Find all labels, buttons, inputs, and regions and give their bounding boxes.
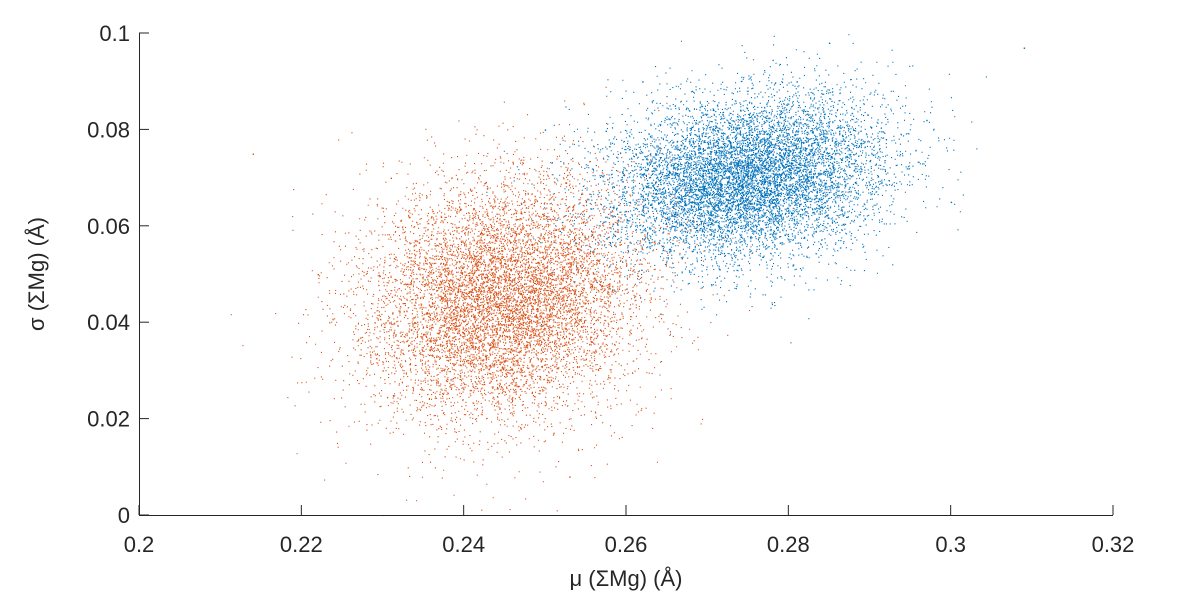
- series-2-point: [780, 129, 782, 131]
- series-2-point: [650, 187, 652, 189]
- series-1-point: [317, 274, 319, 276]
- series-2-point: [690, 158, 693, 160]
- series-1-point: [747, 201, 750, 204]
- series-2-point: [926, 119, 928, 122]
- series-2-point: [747, 177, 750, 179]
- x-axis-title: μ (ΣMg) (Å): [569, 566, 682, 591]
- series-2-point: [804, 196, 806, 199]
- series-1-point: [252, 153, 254, 155]
- series-1-point: [496, 380, 498, 382]
- series-2-point: [853, 163, 855, 165]
- series-1-point: [390, 177, 392, 179]
- x-tick-label: 0.28: [767, 532, 810, 557]
- series-2-point: [642, 81, 644, 83]
- ticks: 0.2 0.22 0.24 0.26 0.28 0.3 0.32 0 0.02 0.04 0.06 0…: [87, 21, 1134, 557]
- axes: [139, 33, 1113, 516]
- y-tick-label: 0.04: [87, 310, 130, 335]
- series-2-point: [674, 105, 677, 107]
- x-tick-label: 0.22: [280, 532, 323, 557]
- series-1-point: [561, 322, 563, 324]
- series-2-point: [828, 42, 831, 44]
- x-tick-label: 0.32: [1092, 532, 1135, 557]
- y-tick-label: 0: [118, 503, 130, 528]
- series-2-point: [609, 206, 612, 208]
- series-1-point: [504, 298, 506, 300]
- series-1-point: [406, 283, 409, 285]
- y-axis-title: σ (ΣMg) (Å): [24, 217, 49, 331]
- series-1-point: [666, 225, 668, 228]
- y-tick-label: 0.02: [87, 407, 130, 432]
- series-2-point: [544, 129, 547, 131]
- x-tick-label: 0.2: [124, 532, 155, 557]
- series-1-point-cloud: [230, 86, 753, 517]
- x-tick-label: 0.24: [442, 532, 485, 557]
- series-1-point: [447, 274, 449, 276]
- series-1-point: [536, 249, 539, 252]
- series-1-point: [626, 264, 628, 266]
- series-1-point: [431, 216, 433, 218]
- y-tick-label: 0.1: [99, 21, 130, 46]
- series-1-point: [520, 428, 522, 430]
- y-tick-label: 0.06: [87, 214, 130, 239]
- series-1-point: [374, 322, 376, 324]
- x-tick-label: 0.3: [935, 532, 966, 557]
- points-layer: [230, 34, 1026, 517]
- series-2-point: [715, 221, 717, 223]
- x-tick-label: 0.26: [605, 532, 648, 557]
- series-2-point: [950, 201, 953, 204]
- series-2-point: [1023, 47, 1026, 49]
- series-2-point: [739, 249, 741, 252]
- series-1-point: [593, 288, 595, 290]
- series-1-point: [471, 346, 474, 348]
- series-1-point: [569, 476, 571, 478]
- series-2-point-cloud: [486, 34, 987, 344]
- series-2-point: [796, 81, 798, 83]
- series-2-point: [885, 139, 888, 141]
- y-tick-label: 0.08: [87, 117, 130, 142]
